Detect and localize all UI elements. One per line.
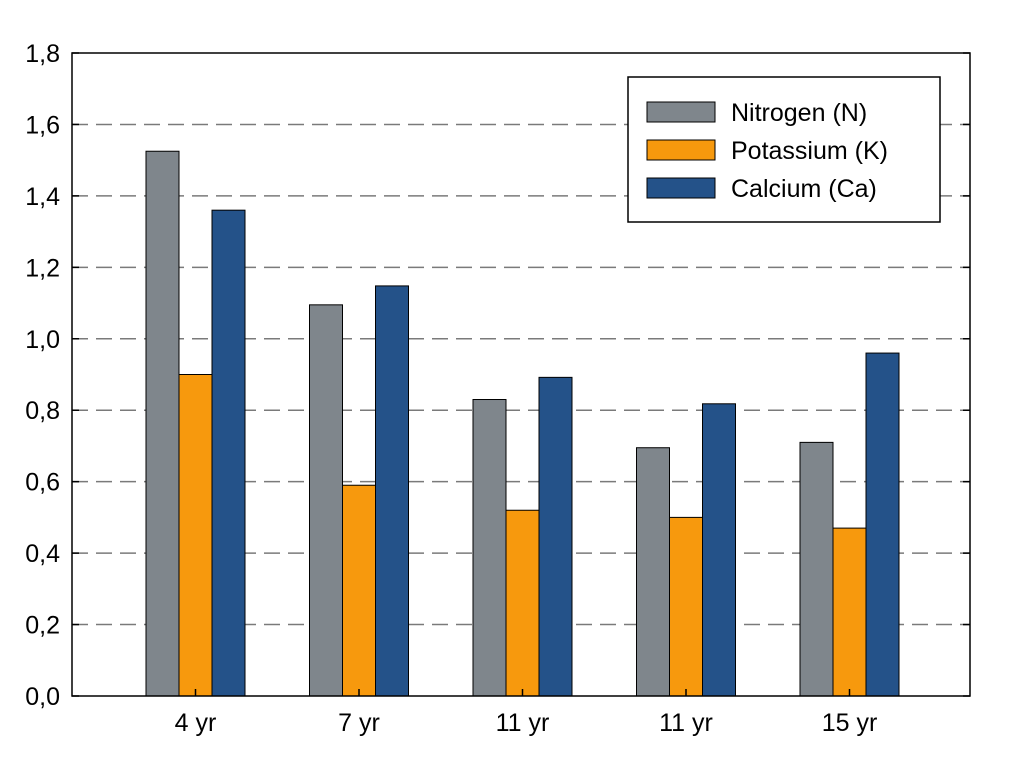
y-tick-label: 0,4 xyxy=(25,540,60,568)
x-tick-label: 15 yr xyxy=(822,709,878,737)
bar-nitrogen-n xyxy=(472,399,507,697)
y-tick-label: 1,0 xyxy=(25,326,60,354)
bar-nitrogen-n xyxy=(145,150,180,697)
legend: Nitrogen (N) Potassium (K) Calcium (Ca) xyxy=(627,76,941,223)
x-tick-label: 11 yr xyxy=(496,709,550,737)
bar-calcium-ca xyxy=(375,285,409,697)
plot-area-frame xyxy=(71,52,971,697)
bar-potassium-k xyxy=(669,516,703,697)
y-tick-label: 1,6 xyxy=(25,111,60,139)
legend-label: Calcium (Ca) xyxy=(731,175,877,203)
bar-calcium-ca xyxy=(865,352,900,697)
bar-calcium-ca xyxy=(211,209,246,697)
bar-nitrogen-n xyxy=(799,441,834,697)
legend-swatch xyxy=(646,177,716,199)
y-tick-label: 0,2 xyxy=(25,612,60,640)
legend-swatch xyxy=(646,101,716,123)
x-tick-label: 4 yr xyxy=(175,709,217,737)
y-tick-label: 0,0 xyxy=(25,683,60,711)
y-axis-ticks: 0,0 0,2 0,4 0,6 0,8 1,0 1,2 1,4 1,6 1,8 xyxy=(25,40,970,711)
bar-calcium-ca xyxy=(538,376,573,697)
legend-label: Nitrogen (N) xyxy=(731,99,867,127)
legend-swatch xyxy=(646,139,716,161)
legend-label: Potassium (K) xyxy=(731,137,888,165)
bar-potassium-k xyxy=(505,509,540,697)
bar-potassium-k xyxy=(178,374,213,697)
bars xyxy=(145,150,900,697)
x-tick-label: 11 yr xyxy=(659,709,713,737)
y-tick-label: 1,4 xyxy=(25,183,60,211)
bar-potassium-k xyxy=(832,527,867,697)
bar-nitrogen-n xyxy=(636,447,670,697)
bar-potassium-k xyxy=(342,484,376,697)
x-axis-ticks: 4 yr 7 yr 11 yr 11 yr 15 yr xyxy=(175,689,878,737)
y-tick-label: 0,6 xyxy=(25,469,60,497)
y-tick-label: 0,8 xyxy=(25,397,60,425)
y-tick-label: 1,8 xyxy=(25,40,60,68)
y-tick-label: 1,2 xyxy=(25,254,60,282)
x-tick-label: 7 yr xyxy=(338,709,380,737)
bar-nitrogen-n xyxy=(309,304,343,697)
bar-calcium-ca xyxy=(702,403,736,697)
